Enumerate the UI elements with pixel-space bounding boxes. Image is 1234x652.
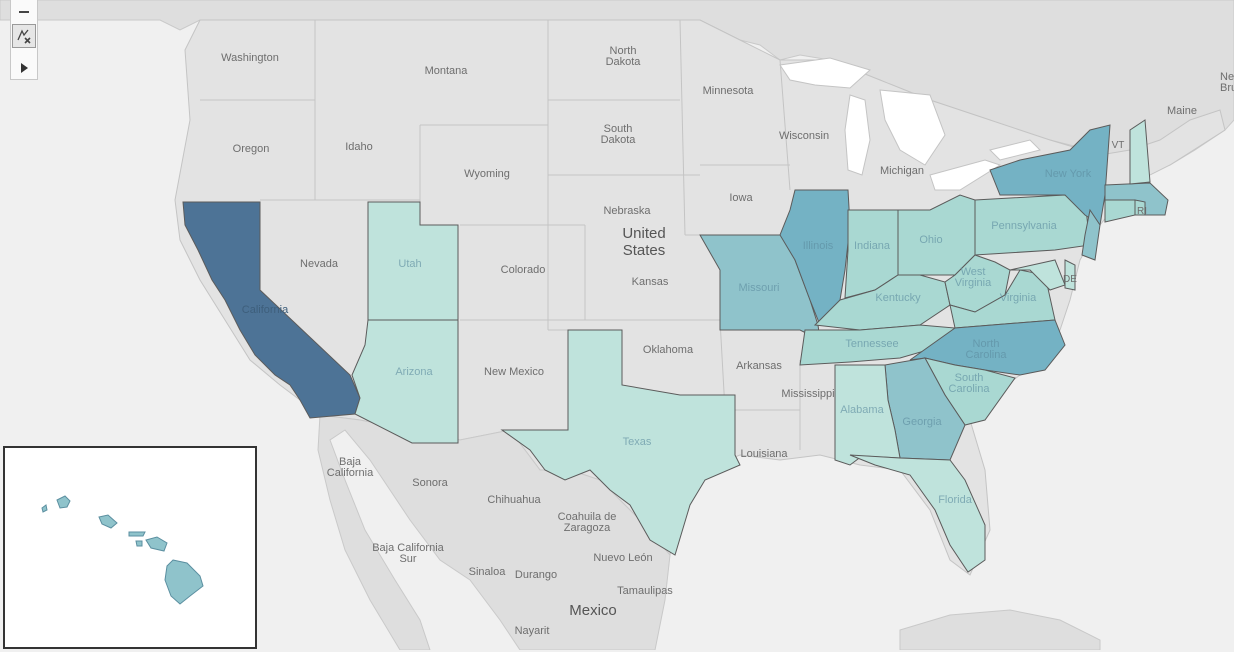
label-michigan: Michigan	[880, 165, 924, 177]
great-lakes	[779, 57, 1041, 191]
state-hawaii-kauai[interactable]	[56, 495, 71, 509]
zoom-out-button[interactable]	[12, 0, 36, 24]
label-tennessee: Tennessee	[845, 338, 898, 350]
state-rhode-island[interactable]	[1134, 199, 1146, 216]
label-maine: Maine	[1167, 105, 1197, 117]
label-washington: Washington	[221, 52, 279, 64]
state-hawaii-maui[interactable]	[145, 536, 168, 552]
label-illinois: Illinois	[803, 240, 834, 252]
label-baja-california: Baja California	[327, 456, 374, 479]
state-massachusetts[interactable]	[1104, 182, 1169, 216]
label-alabama: Alabama	[840, 404, 884, 416]
label-nevada: Nevada	[300, 258, 339, 270]
label-north-dakota: North Dakota	[606, 45, 642, 68]
label-sonora: Sonora	[412, 477, 448, 489]
state-hawaii-molokai[interactable]	[128, 531, 146, 537]
label-new-york: New York	[1045, 168, 1092, 180]
clear-selection-button[interactable]	[12, 24, 36, 48]
state-delaware[interactable]	[1064, 259, 1076, 291]
state-maryland[interactable]	[1009, 259, 1066, 291]
state-new-jersey[interactable]	[1081, 208, 1101, 261]
label-delaware: DE	[1063, 274, 1077, 285]
label-mississippi: Mississippi	[781, 388, 834, 400]
state-hawaii-big-island[interactable]	[164, 559, 204, 605]
state-new-hampshire[interactable]	[1129, 119, 1151, 185]
label-missouri: Missouri	[739, 282, 780, 294]
label-durango: Durango	[515, 569, 557, 581]
label-united-states: United States	[622, 225, 665, 259]
label-new-mexico: New Mexico	[484, 366, 544, 378]
label-new-brunswick: NeBruns	[1220, 71, 1234, 94]
label-california: California	[242, 304, 289, 316]
label-vermont: VT	[1112, 140, 1125, 151]
label-baja-california-sur: Baja California Sur	[372, 542, 444, 565]
label-virginia: Virginia	[1000, 292, 1037, 304]
label-indiana: Indiana	[854, 240, 891, 252]
map-toolbar	[10, 0, 38, 80]
label-tamaulipas: Tamaulipas	[617, 585, 673, 597]
label-oklahoma: Oklahoma	[643, 344, 694, 356]
label-georgia: Georgia	[902, 416, 942, 428]
state-texas[interactable]	[500, 329, 741, 556]
state-california[interactable]	[182, 201, 361, 419]
label-wyoming: Wyoming	[464, 168, 510, 180]
label-chihuahua: Chihuahua	[487, 494, 541, 506]
label-south-dakota: South Dakota	[601, 123, 637, 146]
label-south-carolina: South Carolina	[949, 372, 991, 395]
expand-toolbar-button[interactable]	[12, 56, 36, 80]
shaded-states	[182, 119, 1169, 573]
label-north-carolina: North Carolina	[966, 338, 1008, 361]
label-kentucky: Kentucky	[875, 292, 921, 304]
play-triangle-icon	[21, 63, 28, 73]
label-arkansas: Arkansas	[736, 360, 782, 372]
label-rhode-island: RI	[1137, 206, 1147, 217]
state-hawaii-niihau[interactable]	[41, 504, 48, 513]
label-utah: Utah	[398, 258, 421, 270]
label-nuevo-leon: Nuevo León	[593, 552, 652, 564]
state-hawaii-oahu[interactable]	[98, 514, 118, 529]
state-arizona[interactable]	[351, 319, 459, 444]
label-sinaloa: Sinaloa	[469, 566, 507, 578]
label-wisconsin: Wisconsin	[779, 130, 829, 142]
cuba-land	[899, 609, 1101, 650]
map-labels: Washington Oregon Idaho Montana North Dak…	[221, 45, 1234, 637]
label-ohio: Ohio	[919, 234, 942, 246]
state-hawaii-lanai[interactable]	[135, 540, 143, 547]
label-oregon: Oregon	[233, 143, 270, 155]
label-colorado: Colorado	[501, 264, 546, 276]
label-louisiana: Louisiana	[740, 448, 788, 460]
state-florida[interactable]	[849, 454, 986, 573]
label-idaho: Idaho	[345, 141, 373, 153]
hawaii-map	[41, 495, 204, 605]
clear-selection-icon	[17, 29, 31, 44]
label-west-virginia: West Virginia	[955, 266, 992, 289]
label-montana: Montana	[425, 65, 469, 77]
label-nebraska: Nebraska	[603, 205, 651, 217]
label-coahuila: Coahuila de Zaragoza	[558, 511, 617, 534]
label-pennsylvania: Pennsylvania	[991, 220, 1057, 232]
label-texas: Texas	[623, 436, 652, 448]
label-nayarit: Nayarit	[515, 625, 550, 637]
label-mexico: Mexico	[569, 602, 617, 619]
label-kansas: Kansas	[632, 276, 669, 288]
label-arizona: Arizona	[395, 366, 433, 378]
label-minnesota: Minnesota	[703, 85, 755, 97]
minus-icon	[19, 11, 29, 13]
label-florida: Florida	[938, 494, 973, 506]
hawaii-inset[interactable]	[3, 446, 257, 649]
label-iowa: Iowa	[729, 192, 753, 204]
state-borders-unshaded	[200, 19, 801, 450]
